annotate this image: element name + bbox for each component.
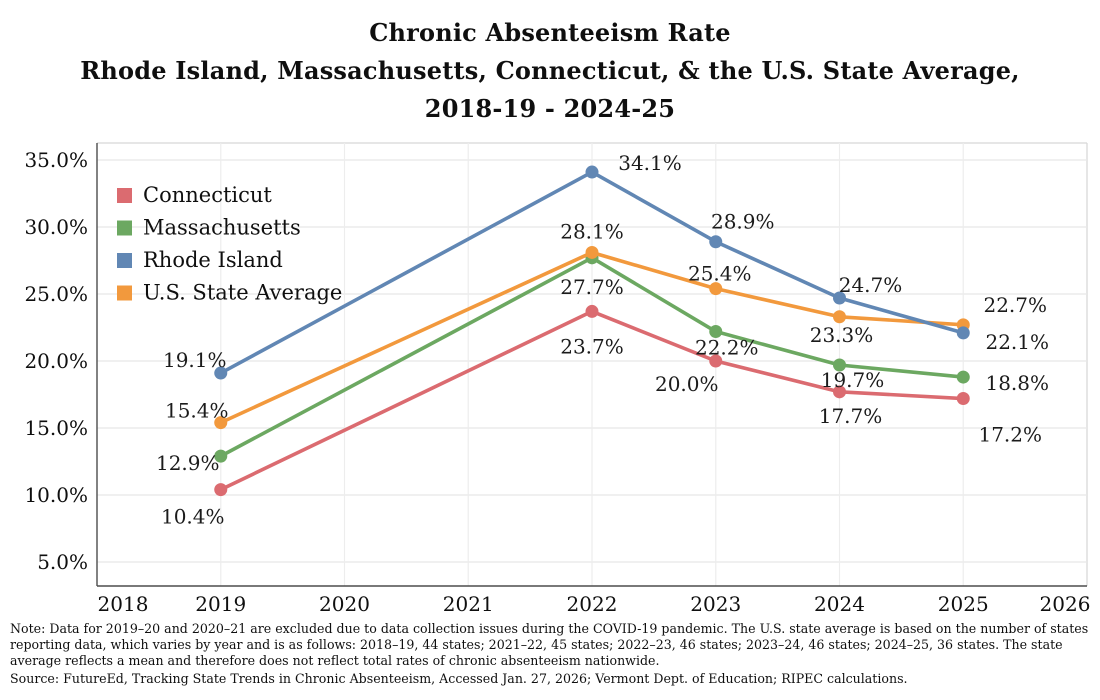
chart-title-line-2: Rhode Island, Massachusetts, Connecticut…	[80, 56, 1020, 85]
data-point-label: 17.7%	[819, 404, 883, 428]
data-point	[833, 358, 846, 372]
data-point	[709, 325, 723, 339]
data-point	[214, 366, 228, 380]
y-axis-tick-label: 25.0%	[24, 282, 88, 306]
data-point	[833, 385, 846, 399]
data-point-label: 25.4%	[688, 262, 752, 286]
x-axis-tick-label: 2023	[690, 592, 741, 616]
data-point	[709, 354, 723, 368]
legend-swatch	[117, 285, 132, 301]
note-text: Note: Data for 2019–20 and 2020–21 are e…	[10, 621, 1089, 669]
legend-item-connecticut: Connecticut	[117, 183, 272, 207]
data-point	[709, 282, 723, 296]
data-point-label: 10.4%	[161, 505, 225, 529]
chart-footer: Note: Data for 2019–20 and 2020–21 are e…	[10, 621, 1095, 687]
data-point-label: 24.7%	[839, 273, 903, 297]
series-massachusetts: 12.9% 27.7% 22.2% 19.7% 18.8%	[156, 251, 1049, 475]
y-axis-tick-label: 30.0%	[24, 215, 88, 239]
legend-label: Connecticut	[143, 183, 272, 207]
series-u-s-state-average: 15.4% 28.1% 25.4% 23.3% 22.7%	[165, 219, 1047, 430]
data-point-label: 28.9%	[711, 210, 775, 234]
legend-swatch	[117, 253, 132, 268]
data-point	[956, 370, 970, 384]
legend-label: U.S. State Average	[143, 281, 342, 305]
data-point-label: 15.4%	[165, 399, 229, 423]
x-axis-tick-label: 2022	[567, 592, 618, 616]
data-point	[585, 304, 599, 318]
data-point	[585, 165, 599, 179]
data-point	[833, 291, 846, 305]
data-point-label: 18.8%	[985, 371, 1049, 395]
legend-item-u-s-state-average: U.S. State Average	[117, 281, 342, 305]
data-point-label: 17.2%	[978, 423, 1042, 447]
data-point-label: 19.1%	[163, 348, 227, 372]
legend-swatch	[117, 220, 132, 236]
data-point-label: 19.7%	[821, 368, 885, 392]
legend-item-rhode-island: Rhode Island	[117, 248, 283, 272]
data-point-label: 22.2%	[695, 336, 759, 360]
legend-item-massachusetts: Massachusetts	[117, 216, 301, 240]
data-point-label: 12.9%	[156, 451, 220, 475]
data-point	[214, 483, 228, 497]
y-axis-tick-label: 35.0%	[24, 148, 88, 172]
data-point-label: 22.7%	[983, 293, 1047, 317]
chart-title: Chronic Absenteeism Rate Rhode Island, M…	[0, 14, 1100, 128]
legend-label: Massachusetts	[143, 216, 301, 240]
data-point	[214, 449, 228, 463]
data-point	[214, 416, 228, 430]
data-point-label: 20.0%	[655, 372, 719, 396]
chart-title-line-1: Chronic Absenteeism Rate	[369, 18, 731, 47]
data-point-label: 34.1%	[618, 151, 682, 175]
y-axis-tick-label: 10.0%	[24, 483, 88, 507]
data-point-label: 23.3%	[810, 323, 874, 347]
source-text: Source: FutureEd, Tracking State Trends …	[10, 671, 908, 687]
data-point	[585, 245, 599, 259]
y-axis-tick-label: 5.0%	[37, 550, 88, 574]
legend: Connecticut Massachusetts Rhode Island U.S.…	[117, 183, 342, 305]
data-point	[709, 235, 723, 249]
data-point-label: 23.7%	[560, 334, 624, 358]
legend-swatch	[117, 188, 132, 203]
x-axis-tick-label: 2025	[938, 592, 989, 616]
legend-label: Rhode Island	[143, 248, 283, 272]
data-point-label: 22.1%	[985, 330, 1049, 354]
x-axis-tick-label: 2024	[814, 592, 865, 616]
series-connecticut: 10.4% 23.7% 20.0% 17.7% 17.2%	[161, 304, 1042, 529]
x-axis-tick-label: 2019	[195, 592, 246, 616]
data-point	[833, 310, 846, 324]
data-point-label: 27.7%	[560, 275, 624, 299]
x-axis-tick-label: 2018	[98, 592, 149, 616]
series-rhode-island: 19.1% 34.1% 28.9% 24.7% 22.1%	[163, 151, 1049, 380]
y-axis-tick-label: 15.0%	[24, 416, 88, 440]
data-point	[956, 326, 970, 340]
x-axis-tick-label: 2026	[1040, 592, 1091, 616]
x-axis-tick-label: 2020	[319, 592, 370, 616]
data-point-label: 28.1%	[560, 219, 624, 243]
y-axis-tick-label: 20.0%	[24, 349, 88, 373]
data-point	[956, 392, 970, 406]
chart-title-line-3: 2018-19 - 2024-25	[424, 94, 676, 123]
x-axis-tick-label: 2021	[443, 592, 494, 616]
